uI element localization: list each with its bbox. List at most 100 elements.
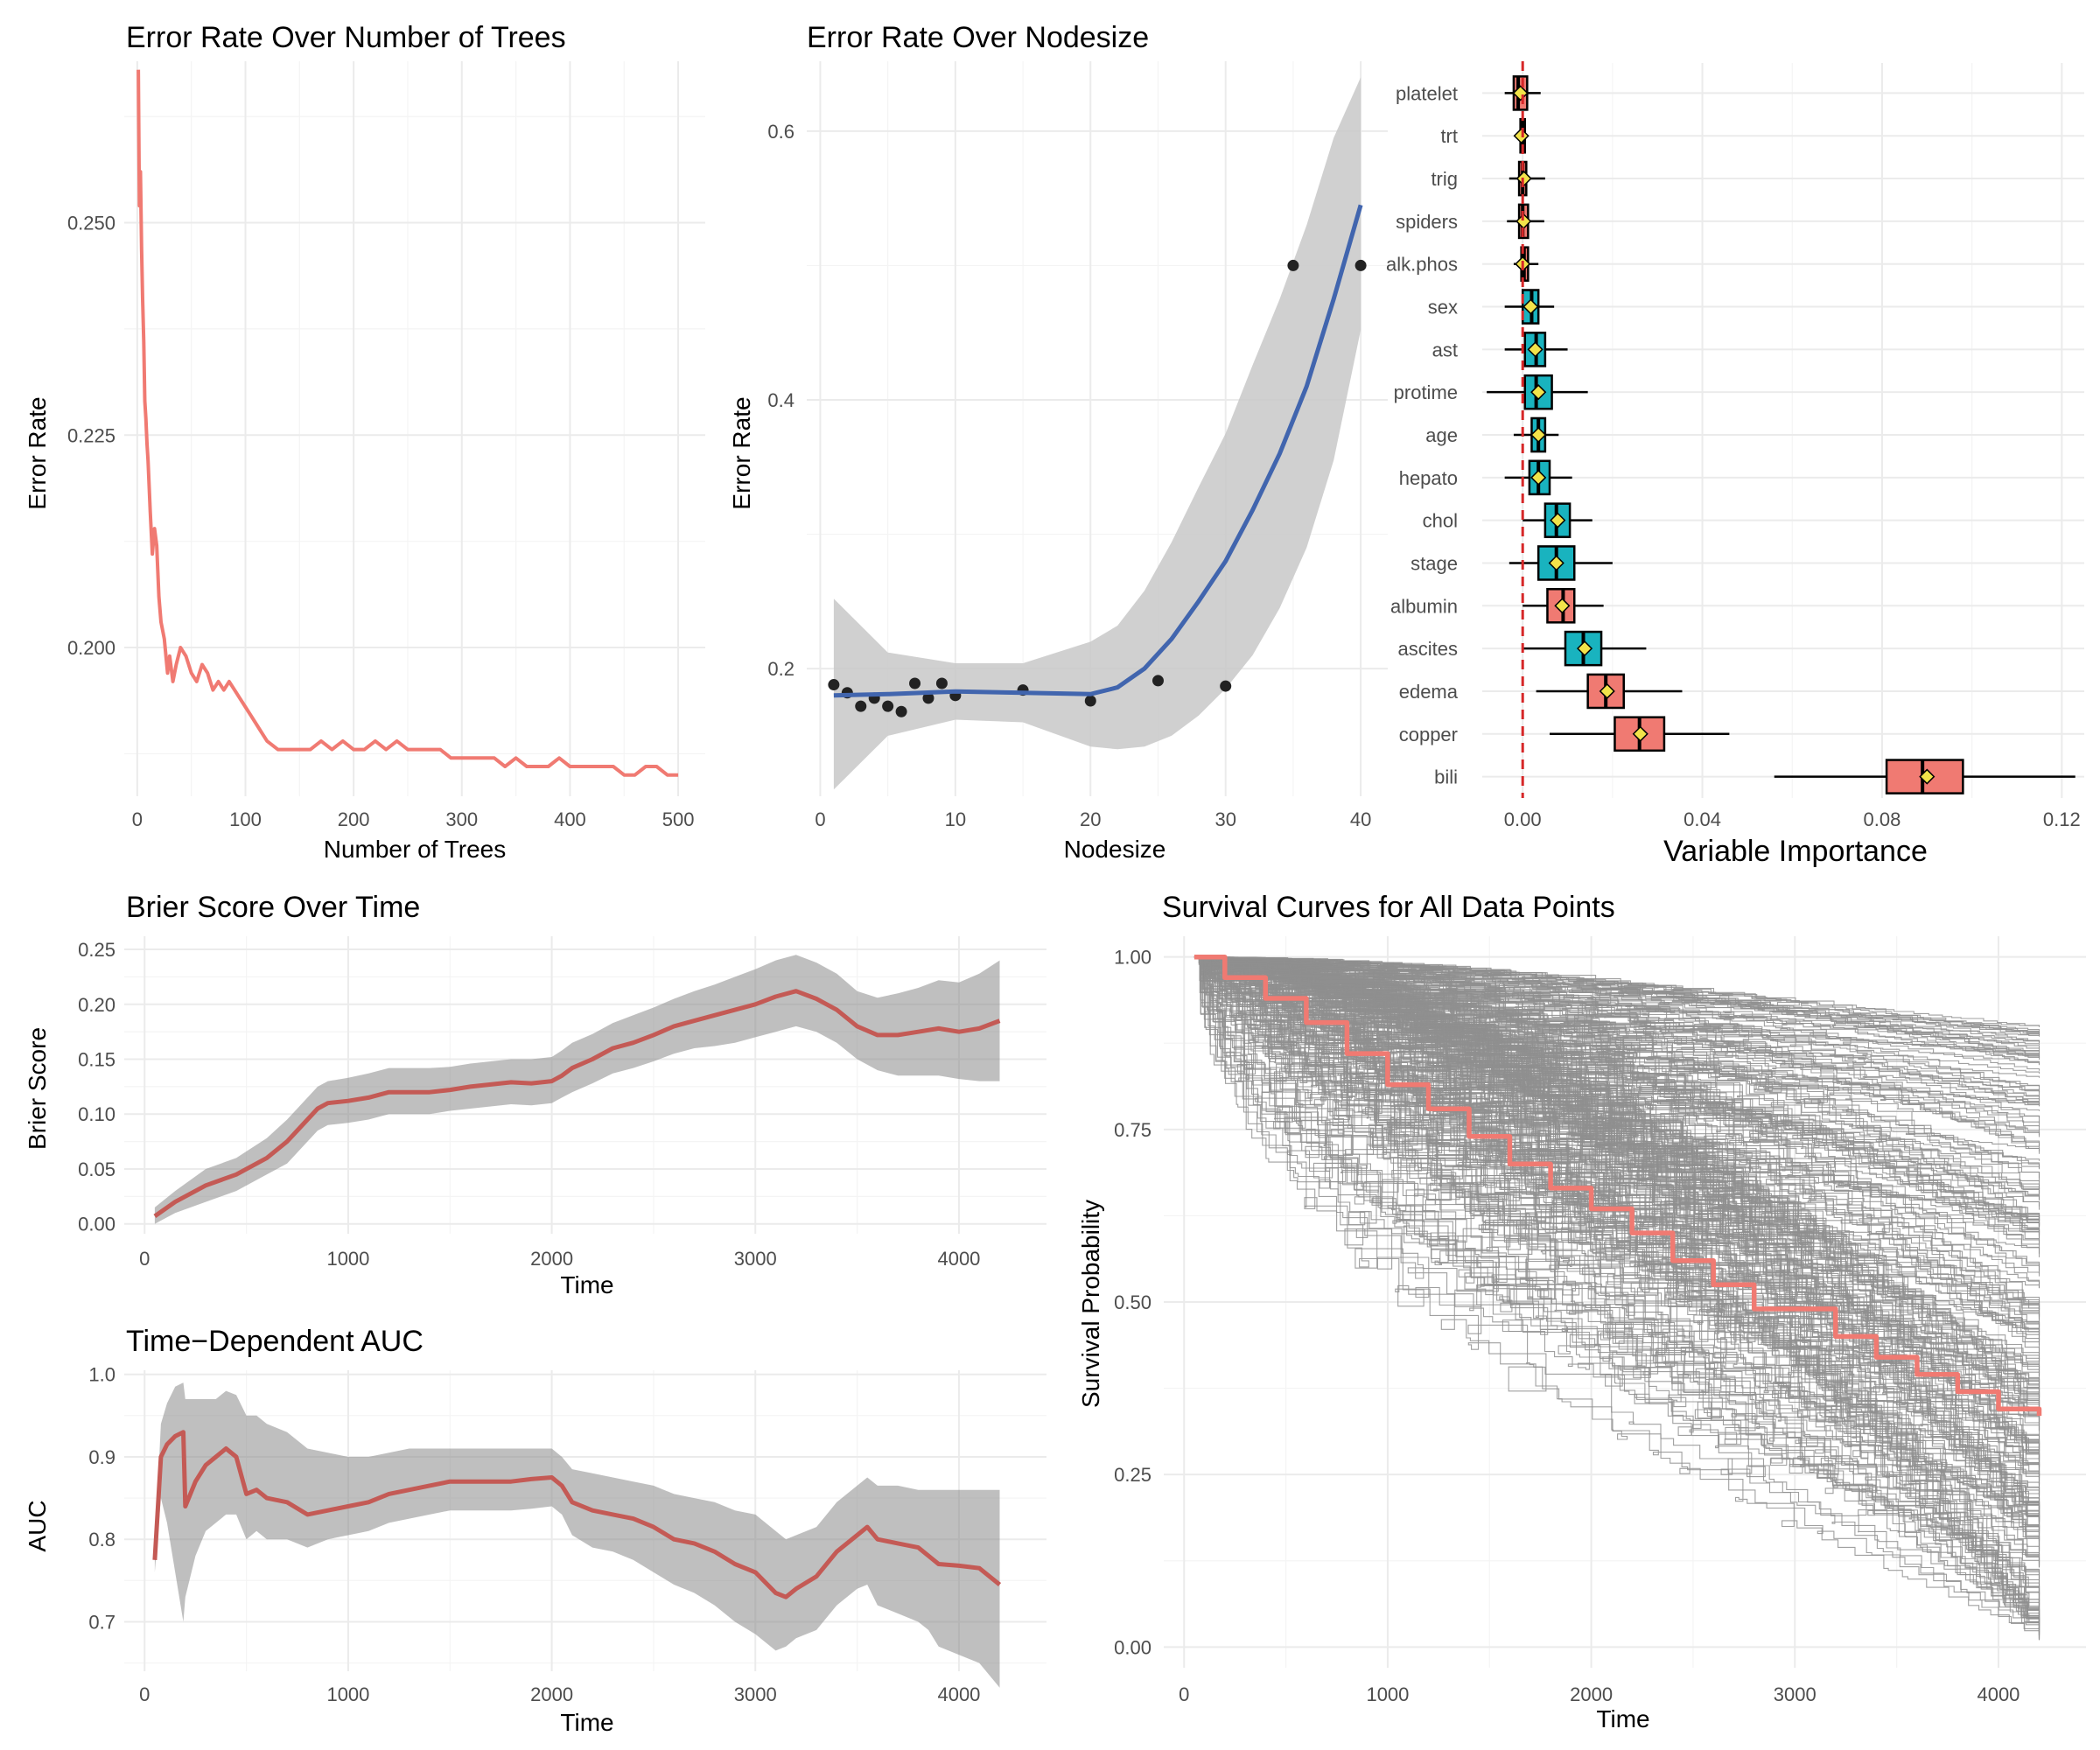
ylabel-brier: Brier Score xyxy=(24,1027,51,1150)
title-error-trees: Error Rate Over Number of Trees xyxy=(126,21,566,54)
individual-survival-curve xyxy=(1194,956,2040,1503)
individual-survival-curve xyxy=(1194,956,2040,1578)
data-point xyxy=(1084,695,1096,707)
individual-survival-curve xyxy=(1194,956,2040,1066)
y-tick-label: 0.50 xyxy=(1114,1292,1152,1313)
xlabel-error-nodesize: Nodesize xyxy=(1064,836,1166,863)
boxplot-chol xyxy=(1522,502,1592,538)
data-point xyxy=(895,705,907,718)
x-tick-label: 20 xyxy=(1080,808,1101,830)
individual-survival-curve xyxy=(1194,956,2040,1451)
y-tick-label: 0.25 xyxy=(1114,1464,1152,1486)
x-tick-label: 3000 xyxy=(734,1684,777,1705)
data-point xyxy=(882,700,894,712)
ylabel-error-trees: Error Rate xyxy=(24,396,51,509)
brier-line xyxy=(153,989,1001,1218)
x-tick-label: 0.04 xyxy=(1684,808,1721,830)
x-tick-label: 3000 xyxy=(734,1248,777,1270)
y-tick-label: 0.6 xyxy=(767,121,794,143)
boxplot-copper xyxy=(1550,716,1730,752)
boxplot-stage xyxy=(1508,545,1613,581)
variable-label: platelet xyxy=(1396,82,1458,104)
data-point xyxy=(1220,680,1232,692)
title-auc: Time−Dependent AUC xyxy=(126,1325,424,1358)
variable-label: spiders xyxy=(1396,211,1458,233)
x-tick-label: 0 xyxy=(139,1248,150,1270)
individual-survival-curve xyxy=(1194,956,2040,1360)
boxplot-trig xyxy=(1508,160,1545,197)
x-tick-label: 3000 xyxy=(1774,1684,1816,1705)
y-tick-label: 0.05 xyxy=(78,1158,116,1180)
x-ticks-survival: 0 1000 2000 3000 4000 xyxy=(1179,1684,2020,1705)
individual-survival-curve xyxy=(1194,956,2040,1594)
data-point xyxy=(922,692,934,704)
x-tick-label: 0.00 xyxy=(1504,808,1542,830)
curves-survival xyxy=(1194,954,2042,1641)
boxplot-albumin xyxy=(1522,588,1604,624)
panel-variable-importance: 0.00 0.04 0.08 0.12 platelet trt trig spiders a… xyxy=(1386,61,2084,868)
individual-survival-curve xyxy=(1194,956,2040,1564)
variable-label: sex xyxy=(1428,297,1458,318)
y-ticks-error-trees: 0.200 0.225 0.250 xyxy=(67,213,116,660)
variable-label: age xyxy=(1425,424,1458,446)
data-point xyxy=(828,679,840,691)
y-tick-label: 0.200 xyxy=(67,637,116,659)
mean-diamond xyxy=(1632,725,1648,742)
x-tick-label: 30 xyxy=(1214,808,1236,830)
mean-diamond xyxy=(1919,768,1936,785)
x-tick-label: 4000 xyxy=(937,1248,980,1270)
x-tick-label: 0.12 xyxy=(2043,808,2081,830)
data-point xyxy=(1354,259,1367,271)
individual-survival-curve xyxy=(1194,956,2040,1468)
x-tick-label: 0 xyxy=(139,1684,150,1705)
y-ticks-auc: 0.7 0.8 0.9 1.0 xyxy=(88,1364,116,1634)
individual-survival-curve xyxy=(1194,956,2040,1576)
y-tick-label: 0.00 xyxy=(78,1214,116,1236)
individual-survival-curve xyxy=(1194,956,2040,1522)
y-tick-label: 0.15 xyxy=(78,1049,116,1071)
gridlines-brier xyxy=(124,936,1046,1234)
individual-survival-curve xyxy=(1194,956,2040,1549)
individual-survival-curve xyxy=(1194,956,2040,1566)
y-ticks-brier: 0.00 0.05 0.10 0.15 0.20 0.25 xyxy=(78,939,116,1236)
individual-survival-curve xyxy=(1194,956,2040,1568)
individual-survival-curve xyxy=(1194,956,2040,1225)
title-brier: Brier Score Over Time xyxy=(126,891,420,924)
panel-error-trees: Error Rate Over Number of Trees 0 100 200 3… xyxy=(24,21,705,863)
boxplot-bili xyxy=(1774,759,2076,794)
ylabel-auc: AUC xyxy=(24,1500,51,1551)
individual-survival-curve xyxy=(1194,956,2040,1479)
x-tick-label: 500 xyxy=(662,808,695,830)
panel-brier: Brier Score Over Time 0 1000 2000 3000 4000 … xyxy=(24,891,1046,1298)
y-tick-label: 0.9 xyxy=(88,1446,116,1468)
individual-survival-curve xyxy=(1194,956,2040,1477)
confidence-band xyxy=(154,1382,1000,1688)
x-tick-label: 0.08 xyxy=(1864,808,1901,830)
boxplot-trt xyxy=(1513,117,1530,154)
x-tick-label: 300 xyxy=(445,808,478,830)
individual-survival-curve xyxy=(1194,956,2040,1538)
xlabel-brier: Time xyxy=(560,1271,613,1298)
variable-label: protime xyxy=(1394,382,1458,403)
smooth-error-nodesize xyxy=(828,77,1367,790)
y-tick-label: 0.4 xyxy=(767,389,794,411)
individual-survival-curve xyxy=(1194,956,2040,1522)
individual-survival-curve xyxy=(1194,956,2040,1635)
individual-survival-curve xyxy=(1194,956,2040,1619)
individual-survival-curve xyxy=(1194,956,2040,1639)
x-tick-label: 4000 xyxy=(1977,1684,2020,1705)
x-tick-label: 0 xyxy=(815,808,825,830)
y-tick-label: 0.10 xyxy=(78,1103,116,1125)
variable-label: ascites xyxy=(1398,638,1458,660)
individual-survival-curve xyxy=(1194,956,2040,1540)
x-tick-label: 0 xyxy=(1179,1684,1189,1705)
x-tick-label: 0 xyxy=(132,808,143,830)
individual-survival-curve xyxy=(1194,956,2040,1425)
individual-survival-curve xyxy=(1194,956,2040,1136)
mean-diamond xyxy=(1516,170,1532,187)
x-tick-label: 1000 xyxy=(326,1684,369,1705)
x-tick-label: 2000 xyxy=(1570,1684,1613,1705)
individual-survival-curve xyxy=(1194,956,2040,1031)
variable-label: ast xyxy=(1432,339,1458,360)
